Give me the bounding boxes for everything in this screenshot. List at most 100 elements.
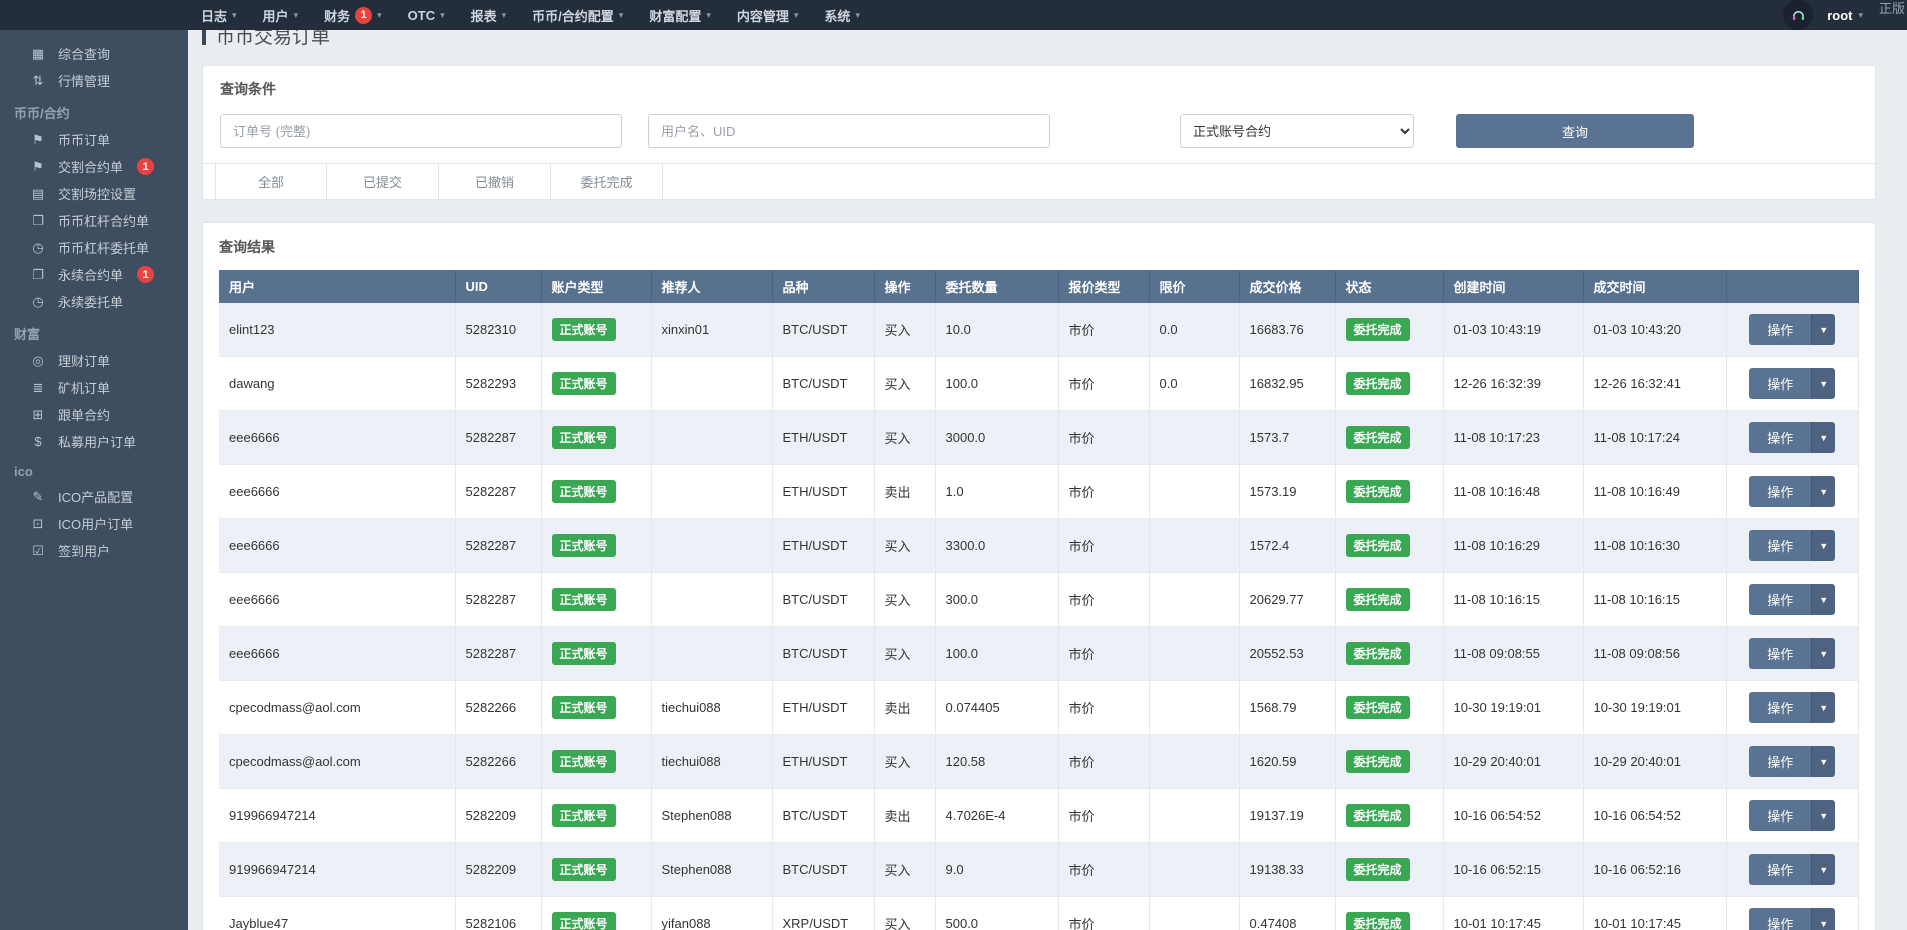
sidebar-item-label: 跟单合约: [58, 405, 110, 424]
sidebar-item-币币杠杆合约单[interactable]: ❐币币杠杆合约单: [0, 207, 188, 234]
cell-状态: 委托完成: [1335, 573, 1443, 627]
table-row: Jayblue475282106正式账号yifan088XRP/USDT买入50…: [219, 897, 1859, 930]
sidebar-item-理财订单[interactable]: ◎理财订单: [0, 347, 188, 374]
cell-报价类型: 市价: [1058, 897, 1149, 930]
watermark-text: 正版: [1879, 0, 1905, 17]
top-navbar: 日志▾用户▾财务1▾OTC▾报表▾币币/合约配置▾财富配置▾内容管理▾系统▾ r…: [0, 0, 1907, 30]
row-action-split-button[interactable]: 操作▼: [1749, 746, 1835, 777]
row-action-button[interactable]: 操作: [1749, 530, 1811, 561]
nav-item-日志[interactable]: 日志▾: [188, 0, 250, 30]
row-action-button[interactable]: 操作: [1749, 692, 1811, 723]
row-action-split-button[interactable]: 操作▼: [1749, 476, 1835, 507]
row-action-split-button[interactable]: 操作▼: [1749, 314, 1835, 345]
nav-item-label: 财务: [324, 6, 350, 25]
username-uid-input[interactable]: [648, 114, 1050, 148]
sidebar-section-财富: 财富: [0, 315, 188, 347]
row-action-button[interactable]: 操作: [1749, 854, 1811, 885]
cell-委托数量: 0.074405: [935, 681, 1058, 735]
account-type-select[interactable]: 正式账号合约: [1180, 114, 1414, 148]
row-action-button[interactable]: 操作: [1749, 476, 1811, 507]
row-action-button[interactable]: 操作: [1749, 584, 1811, 615]
cell-成交时间: 11-08 10:16:15: [1583, 573, 1726, 627]
tab-已撤销[interactable]: 已撤销: [439, 164, 551, 199]
tab-全部[interactable]: 全部: [215, 164, 327, 199]
row-action-split-button[interactable]: 操作▼: [1749, 638, 1835, 669]
row-action-button[interactable]: 操作: [1749, 638, 1811, 669]
row-action-split-button[interactable]: 操作▼: [1749, 908, 1835, 930]
sidebar-item-label: 矿机订单: [58, 378, 110, 397]
row-action-button[interactable]: 操作: [1749, 314, 1811, 345]
cell-限价: [1149, 789, 1239, 843]
row-action-dropdown-toggle[interactable]: ▼: [1811, 638, 1835, 669]
row-action-dropdown-toggle[interactable]: ▼: [1811, 422, 1835, 453]
row-action-dropdown-toggle[interactable]: ▼: [1811, 584, 1835, 615]
sidebar-item-交割场控设置[interactable]: ▤交割场控设置: [0, 180, 188, 207]
nav-item-label: 日志: [201, 6, 227, 25]
sidebar-item-矿机订单[interactable]: ≣矿机订单: [0, 374, 188, 401]
nav-item-系统[interactable]: 系统▾: [811, 0, 873, 30]
sidebar-item-ICO产品配置[interactable]: ✎ICO产品配置: [0, 483, 188, 510]
status-badge: 委托完成: [1346, 426, 1410, 449]
sidebar-item-永续合约单[interactable]: ❐永续合约单1: [0, 261, 188, 288]
row-action-split-button[interactable]: 操作▼: [1749, 584, 1835, 615]
nav-item-label: 内容管理: [737, 6, 789, 25]
row-action-button[interactable]: 操作: [1749, 800, 1811, 831]
sidebar-item-行情管理[interactable]: ⇅行情管理: [0, 67, 188, 94]
nav-item-财务[interactable]: 财务1▾: [311, 0, 395, 30]
row-action-dropdown-toggle[interactable]: ▼: [1811, 746, 1835, 777]
row-action-split-button[interactable]: 操作▼: [1749, 854, 1835, 885]
cell-品种: XRP/USDT: [772, 897, 874, 930]
row-action-button[interactable]: 操作: [1749, 746, 1811, 777]
row-action-dropdown-toggle[interactable]: ▼: [1811, 476, 1835, 507]
status-badge: 正式账号: [552, 750, 616, 773]
nav-item-财富配置[interactable]: 财富配置▾: [636, 0, 724, 30]
row-action-button[interactable]: 操作: [1749, 368, 1811, 399]
sidebar-item-综合查询[interactable]: ▦综合查询: [0, 40, 188, 67]
sidebar-item-私募用户订单[interactable]: $私募用户订单: [0, 428, 188, 455]
cell-actions: 操作▼: [1726, 357, 1859, 411]
tab-委托完成[interactable]: 委托完成: [551, 164, 663, 199]
cell-用户: eee6666: [219, 573, 455, 627]
nav-item-内容管理[interactable]: 内容管理▾: [724, 0, 812, 30]
row-action-button[interactable]: 操作: [1749, 422, 1811, 453]
row-action-split-button[interactable]: 操作▼: [1749, 368, 1835, 399]
status-badge: 委托完成: [1346, 588, 1410, 611]
sidebar-item-跟单合约[interactable]: ⊞跟单合约: [0, 401, 188, 428]
sidebar-item-永续委托单[interactable]: ◷永续委托单: [0, 288, 188, 315]
order-number-input[interactable]: [220, 114, 622, 148]
row-action-split-button[interactable]: 操作▼: [1749, 800, 1835, 831]
row-action-split-button[interactable]: 操作▼: [1749, 422, 1835, 453]
username: root: [1827, 8, 1852, 23]
tab-已提交[interactable]: 已提交: [327, 164, 439, 199]
user-menu[interactable]: root ▾: [1827, 8, 1863, 23]
row-action-split-button[interactable]: 操作▼: [1749, 692, 1835, 723]
row-action-dropdown-toggle[interactable]: ▼: [1811, 530, 1835, 561]
row-action-dropdown-toggle[interactable]: ▼: [1811, 854, 1835, 885]
nav-item-OTC[interactable]: OTC▾: [395, 0, 458, 30]
row-action-dropdown-toggle[interactable]: ▼: [1811, 314, 1835, 345]
sidebar-item-交割合约单[interactable]: ⚑交割合约单1: [0, 153, 188, 180]
row-action-dropdown-toggle[interactable]: ▼: [1811, 692, 1835, 723]
row-action-split-button[interactable]: 操作▼: [1749, 530, 1835, 561]
cell-委托数量: 3000.0: [935, 411, 1058, 465]
search-button[interactable]: 查询: [1456, 114, 1694, 148]
help-button[interactable]: [1783, 0, 1813, 30]
file-clock-icon: ◷: [30, 294, 46, 310]
row-action-dropdown-toggle[interactable]: ▼: [1811, 368, 1835, 399]
account-select-wrap: 正式账号合约: [1180, 114, 1414, 148]
sidebar-item-ICO用户订单[interactable]: ⊡ICO用户订单: [0, 510, 188, 537]
nav-item-币币/合约配置[interactable]: 币币/合约配置▾: [519, 0, 636, 30]
sidebar-item-币币杠杆委托单[interactable]: ◷币币杠杆委托单: [0, 234, 188, 261]
sidebar-item-币币订单[interactable]: ⚑币币订单: [0, 126, 188, 153]
row-action-dropdown-toggle[interactable]: ▼: [1811, 908, 1835, 930]
cell-报价类型: 市价: [1058, 411, 1149, 465]
cell-推荐人: [651, 519, 772, 573]
row-action-dropdown-toggle[interactable]: ▼: [1811, 800, 1835, 831]
cell-操作: 卖出: [874, 789, 935, 843]
status-badge: 委托完成: [1346, 912, 1410, 930]
nav-item-报表[interactable]: 报表▾: [458, 0, 520, 30]
row-action-button[interactable]: 操作: [1749, 908, 1811, 930]
sidebar-item-签到用户[interactable]: ☑签到用户: [0, 537, 188, 564]
table-row: elint1235282310正式账号xinxin01BTC/USDT买入10.…: [219, 303, 1859, 357]
nav-item-用户[interactable]: 用户▾: [250, 0, 312, 30]
